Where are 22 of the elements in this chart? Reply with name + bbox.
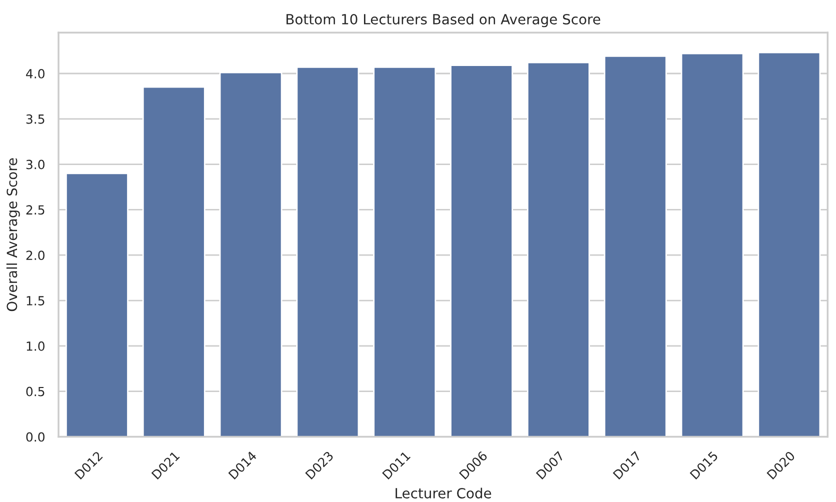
y-tick-label: 4.0 <box>26 68 44 78</box>
bar <box>526 62 590 437</box>
y-tick-label: 2.0 <box>26 250 44 260</box>
bar <box>296 66 360 437</box>
y-tick-label: 2.5 <box>26 205 44 215</box>
y-tick-label: 1.5 <box>26 296 44 306</box>
bar <box>66 172 128 437</box>
bar <box>142 86 206 437</box>
y-axis-title: Overall Average Score <box>6 158 20 312</box>
chart-title: Bottom 10 Lecturers Based on Average Score <box>286 14 600 28</box>
bar <box>758 52 821 437</box>
bar <box>680 52 744 437</box>
y-tick-label: 3.0 <box>26 160 44 170</box>
y-tick-label: 0.0 <box>26 432 44 442</box>
y-tick-label: 3.5 <box>26 114 44 124</box>
bar <box>219 72 282 437</box>
bar <box>604 56 667 437</box>
y-tick-label: 0.5 <box>26 386 44 396</box>
x-axis-title: Lecturer Code <box>396 488 492 498</box>
bar <box>373 66 436 437</box>
bar <box>450 64 513 437</box>
y-tick-label: 1.0 <box>26 341 44 351</box>
